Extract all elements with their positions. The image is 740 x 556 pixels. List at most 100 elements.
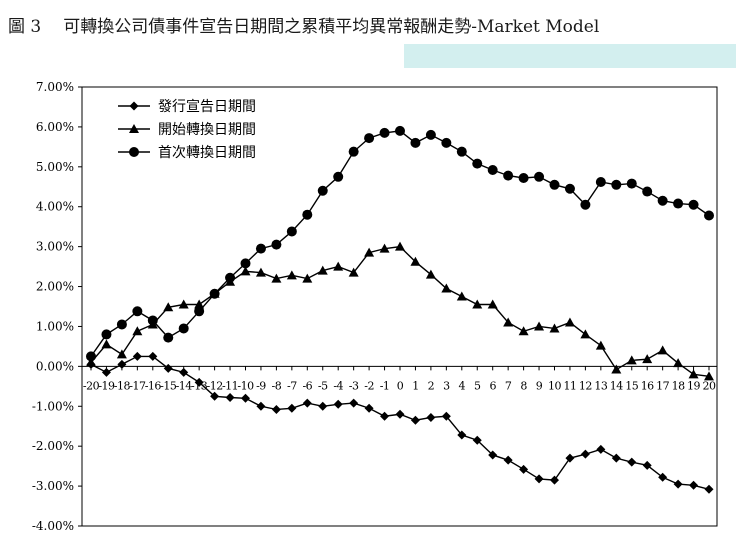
triangle-point	[86, 357, 96, 367]
circle-point	[425, 129, 436, 140]
triangle-point	[271, 273, 282, 283]
plot-area	[81, 86, 718, 527]
triangle-point	[580, 329, 591, 339]
triangle-point	[456, 291, 467, 301]
circle-point	[704, 210, 714, 221]
circle-point	[225, 272, 236, 283]
x-tick-label: 3	[443, 379, 450, 392]
y-axis: 7.00% 6.00% 5.00% 4.00% 3.00% 2.00% 1.00% 0.00%…	[32, 80, 82, 533]
triangle-point	[116, 349, 127, 359]
series-1	[86, 351, 714, 494]
diamond-point	[457, 430, 467, 440]
circle-point	[642, 186, 653, 197]
circle-point	[317, 185, 328, 196]
circle-point	[410, 137, 421, 148]
circle-point	[178, 323, 189, 334]
triangle-point	[255, 267, 266, 277]
x-tick-label: 20	[703, 379, 716, 392]
circle-point	[441, 137, 452, 148]
triangle-point	[642, 354, 653, 364]
y-tick-label: 2.00%	[36, 280, 74, 294]
circle-point	[564, 183, 575, 194]
diamond-point	[689, 480, 699, 490]
legend-label: 開始轉換日期間	[158, 122, 256, 138]
diamond-point	[550, 475, 559, 485]
diamond-point	[225, 392, 235, 402]
x-tick-label: -10	[237, 379, 254, 392]
diamond-point	[596, 444, 606, 454]
triangle-point	[534, 321, 545, 331]
x-tick-label: 5	[474, 379, 481, 392]
triangle-point	[673, 358, 684, 368]
circle-point	[240, 258, 251, 269]
x-tick-label: 19	[687, 379, 700, 392]
circle-point	[518, 172, 529, 183]
x-tick-label: 13	[594, 379, 607, 392]
circle-point	[534, 171, 545, 182]
x-tick-label: -2	[364, 379, 374, 392]
triangle-point	[595, 340, 606, 350]
x-tick-label: -12	[206, 379, 222, 392]
diamond-point	[611, 453, 621, 463]
diamond-point	[241, 393, 250, 403]
y-tick-label: -4.00%	[32, 519, 74, 533]
circle-point	[116, 319, 127, 330]
x-tick-label: -17	[129, 379, 146, 392]
triangle-point	[611, 364, 622, 374]
y-tick-label: -2.00%	[32, 439, 74, 453]
circle-point	[129, 147, 139, 157]
diamond-point	[503, 455, 513, 465]
x-tick-label: 15	[625, 379, 638, 392]
circle-point	[86, 351, 96, 362]
x-tick-label: -3	[349, 379, 359, 392]
circle-point	[595, 176, 606, 187]
diamond-point	[117, 359, 127, 369]
triangle-point	[163, 302, 174, 312]
figure-title-text: 可轉換公司債事件宣告日期間之累積平均異常報酬走勢-Market Model	[63, 17, 600, 37]
diamond-point	[488, 450, 498, 460]
triangle-point	[657, 345, 668, 355]
diamond-point	[210, 391, 220, 401]
x-tick-label: 10	[548, 379, 561, 392]
x-tick-label: 4	[459, 379, 466, 392]
triangle-point	[302, 273, 313, 283]
circle-point	[286, 226, 297, 237]
triangle-point	[518, 326, 529, 336]
x-tick-label: -4	[333, 379, 343, 392]
circle-point	[549, 179, 560, 190]
x-tick-label: 8	[520, 379, 527, 392]
diamond-point	[256, 401, 266, 411]
x-tick-label: 11	[563, 379, 576, 392]
triangle-point	[348, 267, 359, 277]
y-tick-label: 7.00%	[36, 80, 74, 94]
circle-point	[657, 195, 668, 206]
x-tick-label: 16	[641, 379, 654, 392]
y-tick-label: -3.00%	[32, 479, 74, 493]
circle-point	[456, 146, 467, 157]
diamond-point	[194, 377, 204, 387]
x-tick-label: 17	[656, 379, 669, 392]
y-tick-label: 0.00%	[36, 359, 74, 373]
triangle-point	[101, 339, 112, 349]
diamond-point	[148, 351, 158, 361]
circle-point	[472, 158, 483, 169]
circle-point	[580, 199, 591, 210]
circle-point	[333, 171, 344, 182]
diamond-point	[129, 101, 139, 111]
x-tick-label: -7	[287, 379, 297, 392]
triangle-point	[364, 247, 375, 257]
x-tick-label: -5	[318, 379, 328, 392]
circle-point	[271, 239, 282, 250]
triangle-point	[194, 299, 205, 309]
x-tick-label: 12	[579, 379, 592, 392]
diamond-point	[287, 403, 297, 413]
triangle-point	[472, 299, 483, 309]
circle-point	[101, 329, 112, 340]
circle-point	[348, 146, 359, 157]
legend-label: 發行宣告日期間	[158, 99, 256, 115]
x-tick-label: 18	[672, 379, 685, 392]
x-tick-label: -6	[302, 379, 312, 392]
circle-point	[132, 306, 143, 317]
triangle-point	[487, 299, 498, 309]
circle-point	[147, 315, 158, 326]
